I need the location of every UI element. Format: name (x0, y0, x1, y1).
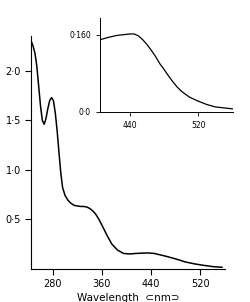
X-axis label: Wavelength  ⊂nm⊃: Wavelength ⊂nm⊃ (77, 293, 180, 302)
Y-axis label: Absorbance: Absorbance (0, 122, 3, 183)
